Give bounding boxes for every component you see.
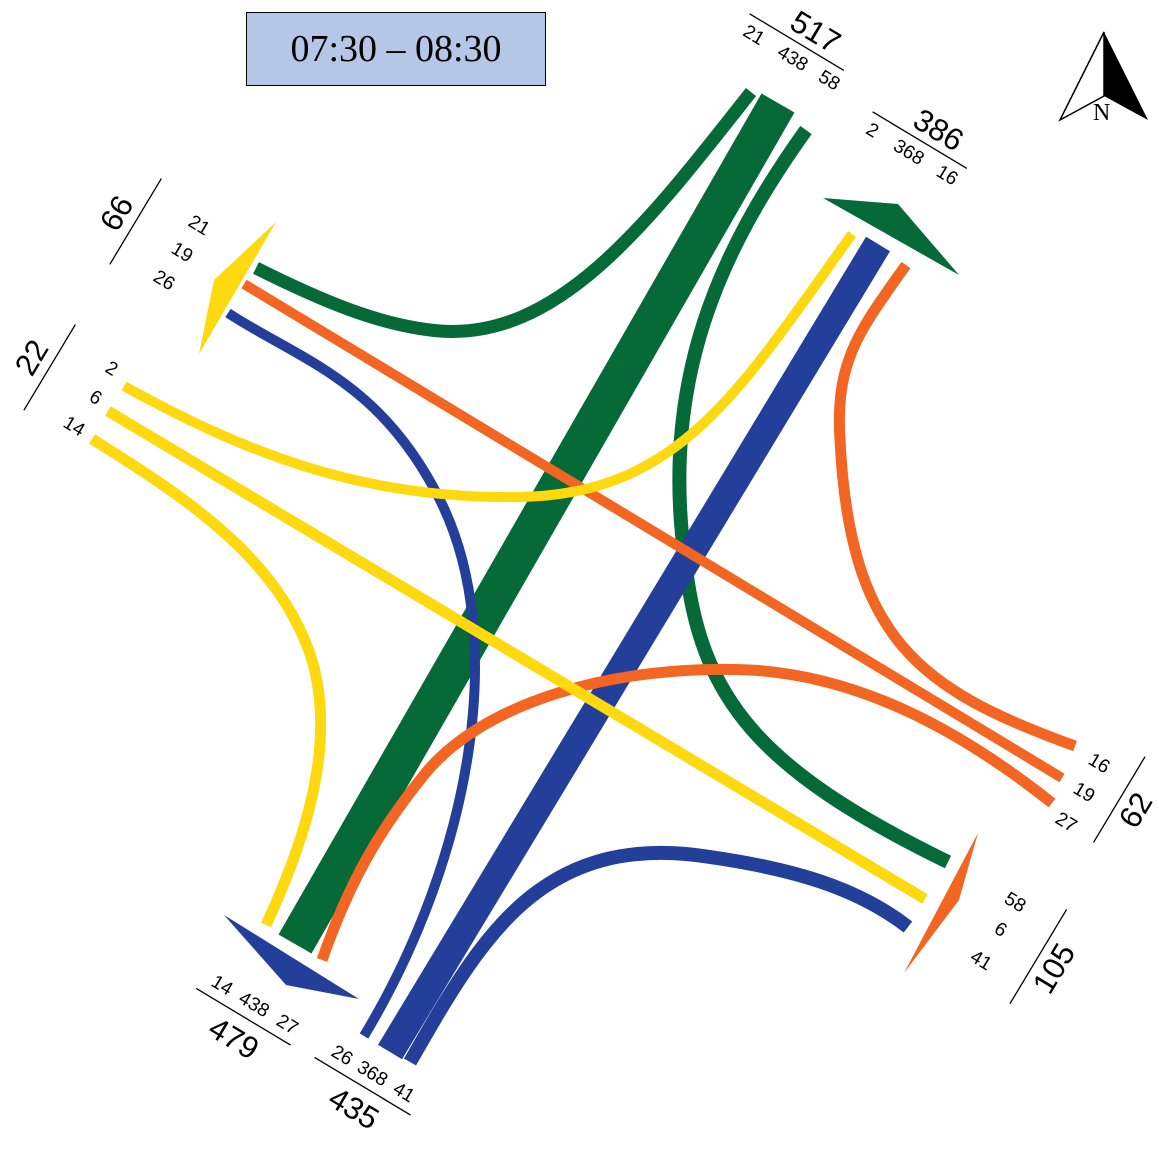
east-total: 62 xyxy=(1112,786,1159,834)
flow-west-to-south xyxy=(89,434,327,928)
south-flow-1: 26 xyxy=(327,1041,356,1070)
flow-north-through xyxy=(278,93,795,954)
flow-west-through xyxy=(105,406,928,904)
flow-east-to-north xyxy=(833,261,1077,752)
east-flow-3: 27 xyxy=(1051,808,1080,837)
flow-west-to-north xyxy=(121,231,857,503)
time-period-box: 07:30 – 08:30 xyxy=(246,12,546,86)
south-exit-flow-3: 27 xyxy=(273,1010,302,1039)
south-exit-flow-1: 14 xyxy=(207,971,236,1000)
west-total: 22 xyxy=(8,334,56,382)
south-flow-2: 368 xyxy=(353,1057,391,1091)
north-letter: N xyxy=(1093,100,1110,126)
south-exit-arrow xyxy=(224,915,359,999)
east-flow-1: 16 xyxy=(1084,749,1113,778)
west-exit-total-group: 66 xyxy=(93,178,162,265)
flow-south-to-east xyxy=(403,845,913,1066)
west-exit-arrow xyxy=(199,222,276,354)
flow-north-to-west xyxy=(253,87,757,338)
time-period-label: 07:30 – 08:30 xyxy=(290,28,502,70)
east-exit-total-group: 105 xyxy=(1009,909,1083,1005)
west-flow-2: 6 xyxy=(85,386,105,409)
south-exit-flow-2: 438 xyxy=(235,988,273,1022)
north-exit-flow-1: 2 xyxy=(862,119,882,142)
south-flow-3: 41 xyxy=(389,1078,418,1107)
west-exit-flow-3: 26 xyxy=(149,266,178,295)
flow-east-to-south xyxy=(316,663,1056,962)
west-exit-flow-1: 21 xyxy=(184,211,213,240)
north-approach-labels: 517 21 438 58 xyxy=(739,4,847,96)
north-exit-labels: 386 2 368 16 xyxy=(862,102,970,191)
north-flow-left: 21 xyxy=(739,21,768,50)
west-exit-total: 66 xyxy=(93,189,141,237)
north-flow-right: 58 xyxy=(815,66,844,95)
south-total: 435 xyxy=(323,1080,385,1137)
east-flow-2: 19 xyxy=(1069,778,1098,807)
north-arrow-icon: N xyxy=(1058,31,1148,126)
flow-south-to-west xyxy=(225,308,480,1039)
north-exit-arrow xyxy=(823,198,959,275)
west-flow-3: 14 xyxy=(59,412,88,441)
east-exit-total: 105 xyxy=(1026,937,1083,999)
east-exit-flow-3: 41 xyxy=(966,946,995,975)
west-flow-1: 2 xyxy=(101,357,121,380)
west-exit-flow-2: 19 xyxy=(167,238,196,267)
north-exit-flow-3: 16 xyxy=(932,161,961,190)
east-exit-arrow xyxy=(904,833,978,973)
south-exit-total: 479 xyxy=(203,1010,265,1067)
west-entry-total-group: 22 xyxy=(8,324,76,411)
east-exit-flow-2: 6 xyxy=(990,918,1010,941)
east-exit-flow-1: 58 xyxy=(1000,888,1029,917)
flow-south-through xyxy=(378,236,890,1060)
flow-east-through xyxy=(241,279,1065,783)
